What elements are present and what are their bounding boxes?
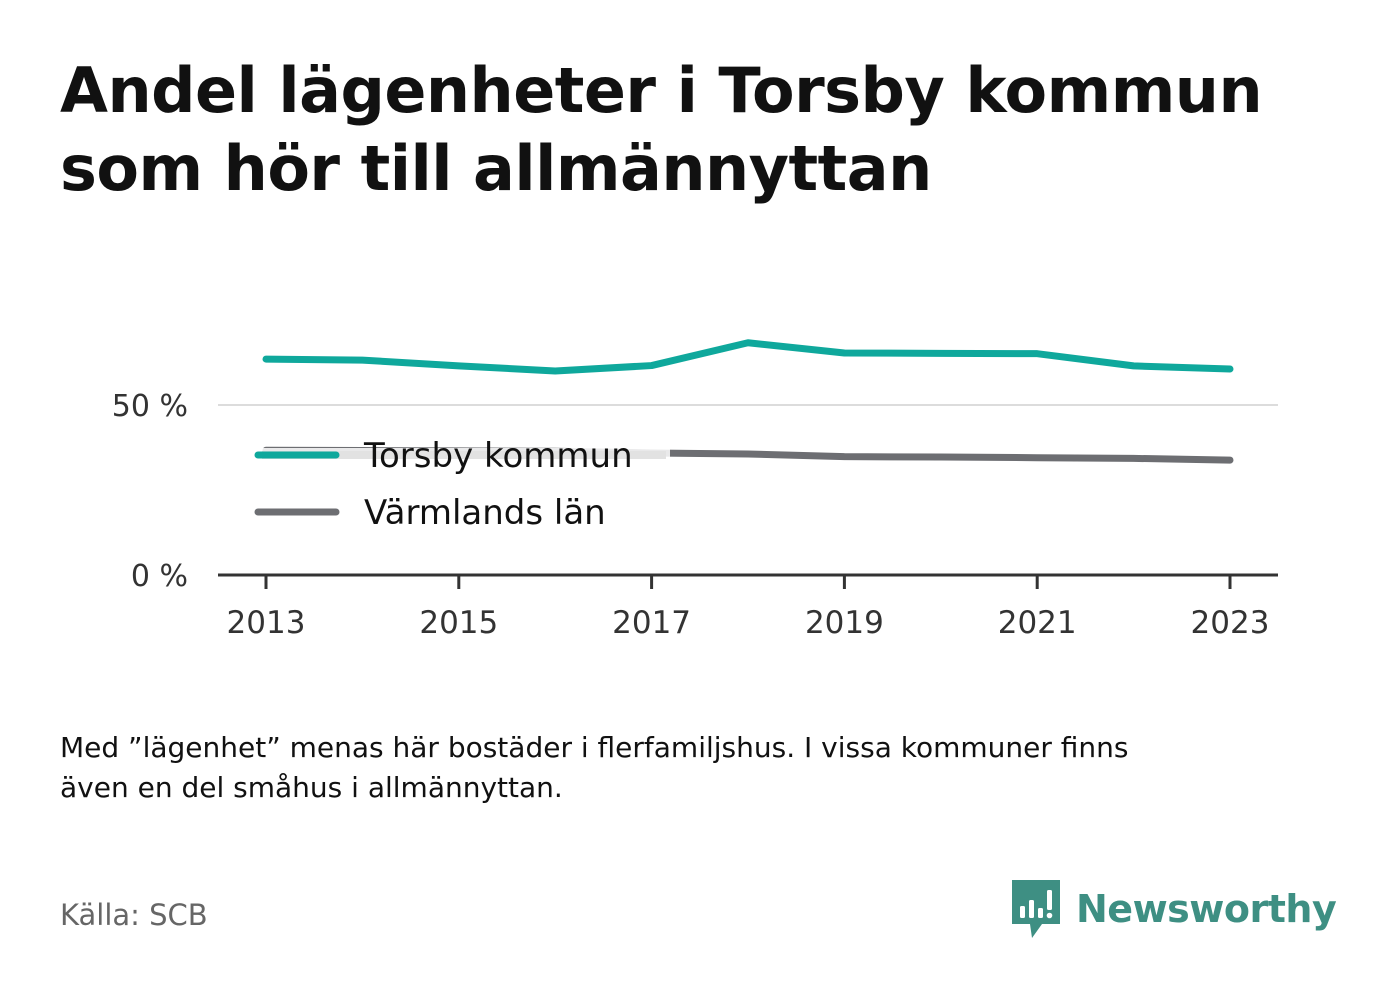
legend-label: Värmlands län: [364, 493, 606, 533]
x-axis: 2013 2015 2017 2019 2021 2023: [218, 573, 1278, 641]
legend-label: Torsby kommun: [363, 436, 633, 476]
footnote-line-2: även en del småhus i allmännyttan.: [60, 771, 563, 804]
footnote: Med ”lägenhet” menas här bostäder i fler…: [60, 728, 1300, 808]
brand-name: Newsworthy: [1076, 887, 1337, 931]
chart-title-line-2: som hör till allmännyttan: [60, 132, 932, 205]
footnote-line-1: Med ”lägenhet” menas här bostäder i fler…: [60, 731, 1129, 764]
x-tick-label: 2023: [1191, 605, 1270, 641]
brand-logo: Newsworthy: [1010, 876, 1337, 942]
x-tick-label: 2017: [612, 605, 691, 641]
x-tick-label: 2015: [419, 605, 498, 641]
chart-title: Andel lägenheter i Torsby kommun som hör…: [60, 52, 1320, 208]
newsworthy-logo-icon: [1012, 880, 1060, 938]
x-tick-label: 2019: [805, 605, 884, 641]
series-line-torsby-kommun: [262, 339, 1234, 375]
y-tick-label: 50 %: [112, 389, 188, 424]
chart-title-line-1: Andel lägenheter i Torsby kommun: [60, 54, 1263, 127]
x-tick-label: 2013: [227, 605, 306, 641]
x-tick-label: 2021: [998, 605, 1077, 641]
y-axis: 0 % 50 %: [112, 389, 188, 594]
y-tick-label: 0 %: [131, 559, 188, 594]
legend: Torsby kommun Värmlands län: [254, 436, 670, 533]
source-label: Källa: SCB: [60, 898, 208, 932]
